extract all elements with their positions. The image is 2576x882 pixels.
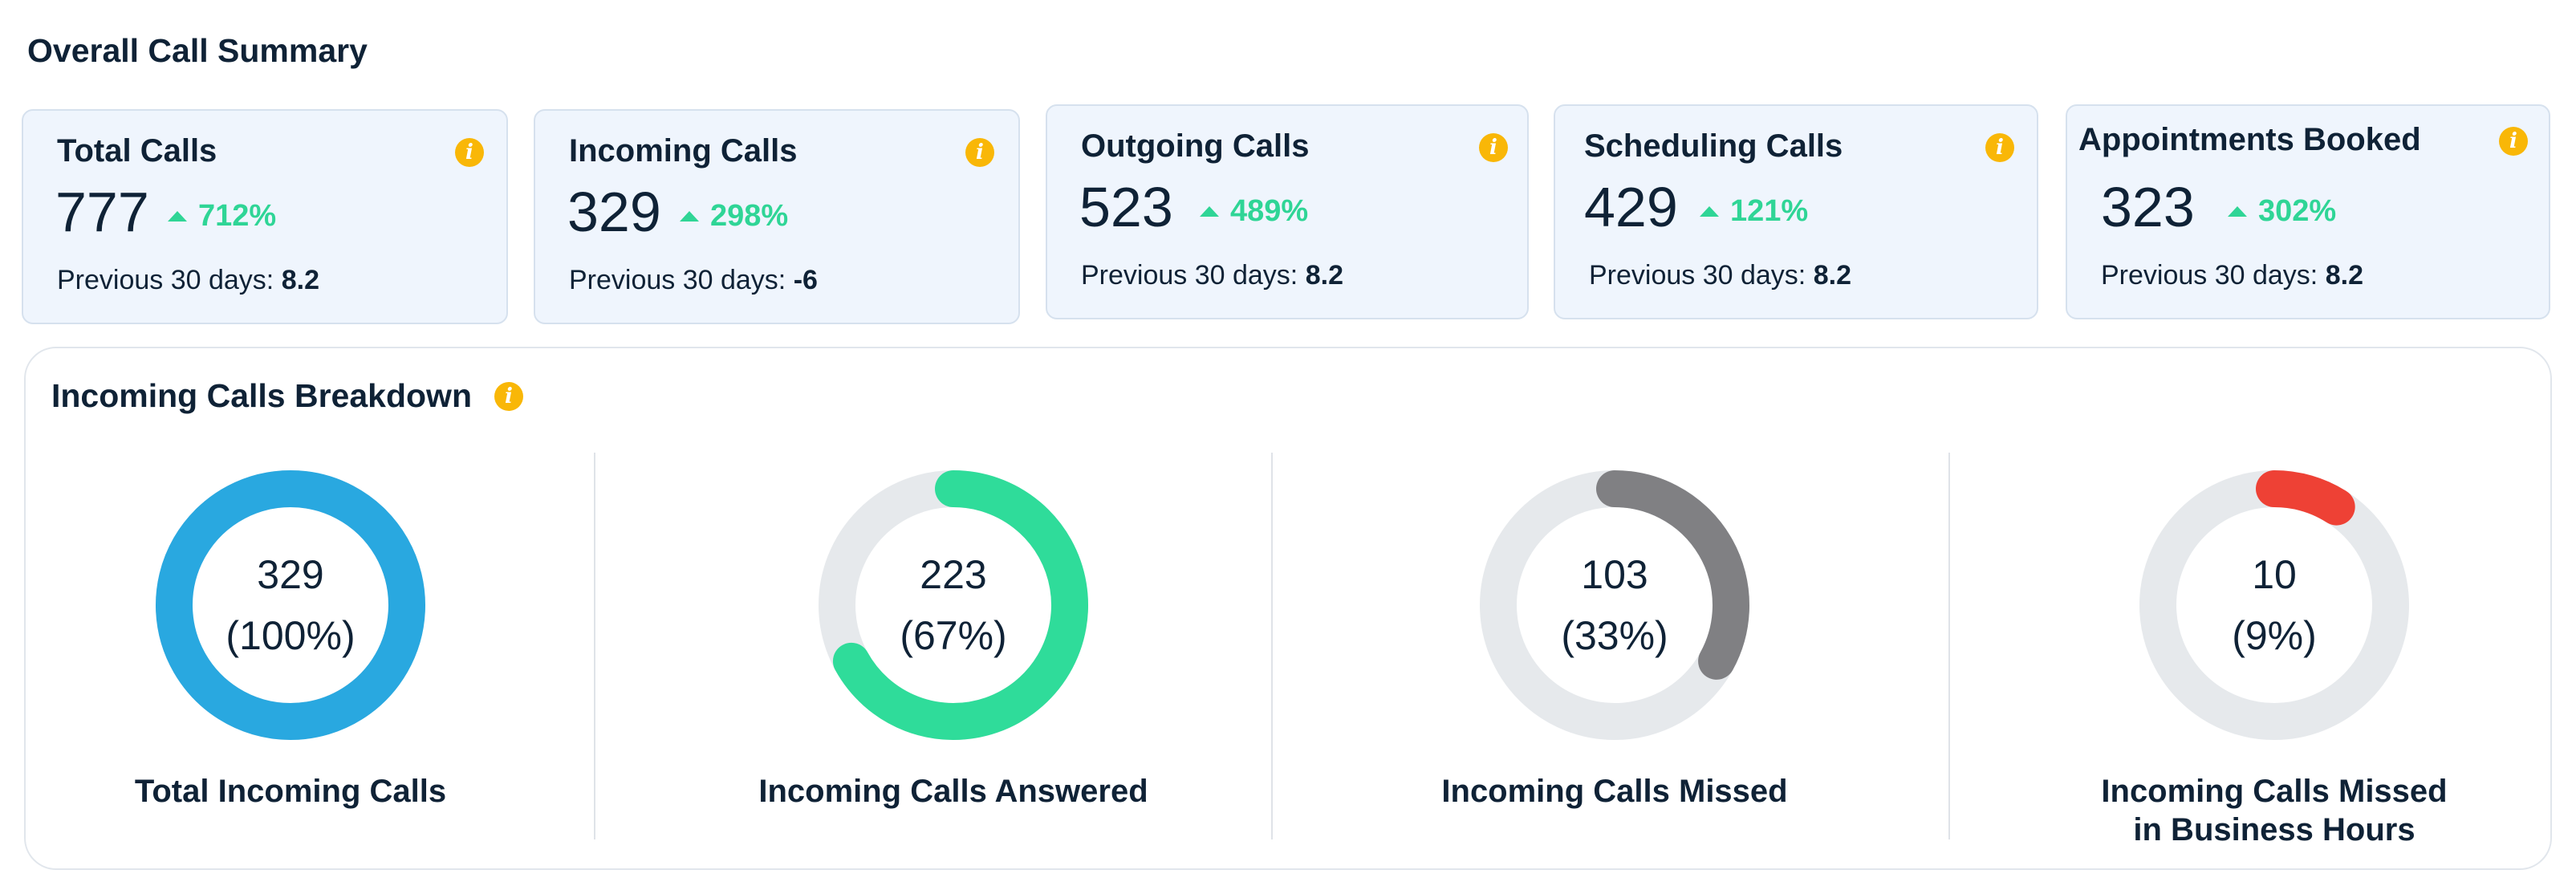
triangle-up-icon [1200, 206, 1219, 217]
donut-center: 10 (9%) [2138, 469, 2411, 742]
card-title: Incoming Calls [569, 133, 798, 169]
card-previous-value: 8.2 [2325, 260, 2363, 291]
donut-percent: (67%) [900, 613, 1007, 658]
donut-count: 10 [2252, 552, 2297, 597]
card-value: 777 [55, 181, 149, 243]
donut-label: Total Incoming Calls [134, 774, 447, 809]
card-change: 302% [2228, 194, 2336, 229]
donut-chart [819, 470, 1088, 740]
appointments-booked-card: Appointments Booked i 323 302% Previous … [2066, 104, 2550, 319]
card-change-value: 121% [1730, 194, 1809, 228]
overall-call-summary-title: Overall Call Summary [27, 32, 368, 69]
info-icon[interactable]: i [494, 382, 523, 411]
card-title: Outgoing Calls [1081, 128, 1310, 164]
card-value: 429 [1584, 176, 1678, 238]
card-value: 323 [2101, 176, 2195, 238]
card-value: 329 [567, 181, 661, 243]
info-icon[interactable]: i [2499, 127, 2528, 156]
card-change: 298% [680, 199, 788, 234]
card-previous: Previous 30 days: 8.2 [57, 265, 319, 296]
outgoing-calls-card: Outgoing Calls i 523 489% Previous 30 da… [1046, 104, 1529, 319]
card-title: Appointments Booked [2078, 122, 2421, 157]
card-previous-label: Previous 30 days: [1081, 260, 1298, 291]
card-title: Total Calls [57, 133, 217, 169]
card-previous: Previous 30 days: 8.2 [2101, 260, 2363, 291]
donut-label: Incoming Calls Missed [1441, 774, 1788, 809]
card-change: 121% [1700, 194, 1808, 229]
total-calls-card: Total Calls i 777 712% Previous 30 days:… [22, 109, 508, 324]
donut-arc [156, 470, 425, 740]
donut-percent: (9%) [2232, 613, 2317, 658]
donut-arc [1596, 470, 1749, 680]
card-change: 489% [1200, 194, 1308, 229]
card-value: 523 [1079, 176, 1173, 238]
divider [1271, 453, 1273, 839]
info-icon[interactable]: i [1985, 133, 2014, 162]
donut-label: Incoming Calls Missed in Business Hours [2101, 774, 2448, 847]
donut-chart [1480, 470, 1749, 740]
card-change-value: 302% [2258, 194, 2337, 228]
card-change: 712% [168, 199, 276, 234]
card-previous-label: Previous 30 days: [2101, 260, 2318, 291]
donut-center: 103 (33%) [1478, 469, 1751, 742]
donut-count: 103 [1581, 552, 1648, 597]
incoming-calls-missed-business-hours-donut: 10 (9%) [2138, 469, 2411, 742]
card-previous-value: -6 [793, 265, 818, 295]
donut-count: 329 [257, 552, 324, 597]
card-previous-value: 8.2 [1813, 260, 1851, 291]
incoming-calls-card: Incoming Calls i 329 298% Previous 30 da… [534, 109, 1020, 324]
card-previous: Previous 30 days: -6 [569, 265, 818, 296]
donut-count: 223 [920, 552, 987, 597]
card-change-value: 712% [198, 199, 277, 233]
donut-percent: (33%) [1561, 613, 1668, 658]
total-incoming-calls-donut: 329 (100%) [154, 469, 427, 742]
donut-chart [156, 470, 425, 740]
card-previous-label: Previous 30 days: [1589, 260, 1806, 291]
scheduling-calls-card: Scheduling Calls i 429 121% Previous 30 … [1554, 104, 2038, 319]
donut-percent: (100%) [226, 613, 356, 658]
card-previous: Previous 30 days: 8.2 [1589, 260, 1851, 291]
breakdown-title: Incoming Calls Breakdown [51, 377, 472, 414]
donut-label: Incoming Calls Answered [758, 774, 1148, 809]
card-previous-value: 8.2 [281, 265, 319, 295]
triangle-up-icon [168, 211, 187, 222]
info-icon[interactable]: i [965, 138, 994, 167]
card-previous: Previous 30 days: 8.2 [1081, 260, 1343, 291]
donut-center: 223 (67%) [817, 469, 1090, 742]
card-previous-label: Previous 30 days: [57, 265, 274, 295]
card-change-value: 298% [710, 199, 789, 233]
card-previous-label: Previous 30 days: [569, 265, 786, 295]
triangle-up-icon [2228, 206, 2247, 217]
card-previous-value: 8.2 [1305, 260, 1343, 291]
info-icon[interactable]: i [455, 138, 484, 167]
donut-arc [2256, 470, 2355, 526]
card-title: Scheduling Calls [1584, 128, 1843, 164]
triangle-up-icon [1700, 206, 1719, 217]
info-icon[interactable]: i [1479, 133, 1508, 162]
donut-center: 329 (100%) [154, 469, 427, 742]
incoming-calls-missed-donut: 103 (33%) [1478, 469, 1751, 742]
card-change-value: 489% [1230, 194, 1309, 228]
incoming-calls-answered-donut: 223 (67%) [817, 469, 1090, 742]
divider [594, 453, 595, 839]
triangle-up-icon [680, 211, 699, 222]
donut-chart [2139, 470, 2409, 740]
divider [1948, 453, 1950, 839]
donut-arc [832, 470, 1088, 740]
incoming-calls-breakdown-panel: Incoming Calls Breakdown i 329 (100%) To… [24, 347, 2552, 870]
